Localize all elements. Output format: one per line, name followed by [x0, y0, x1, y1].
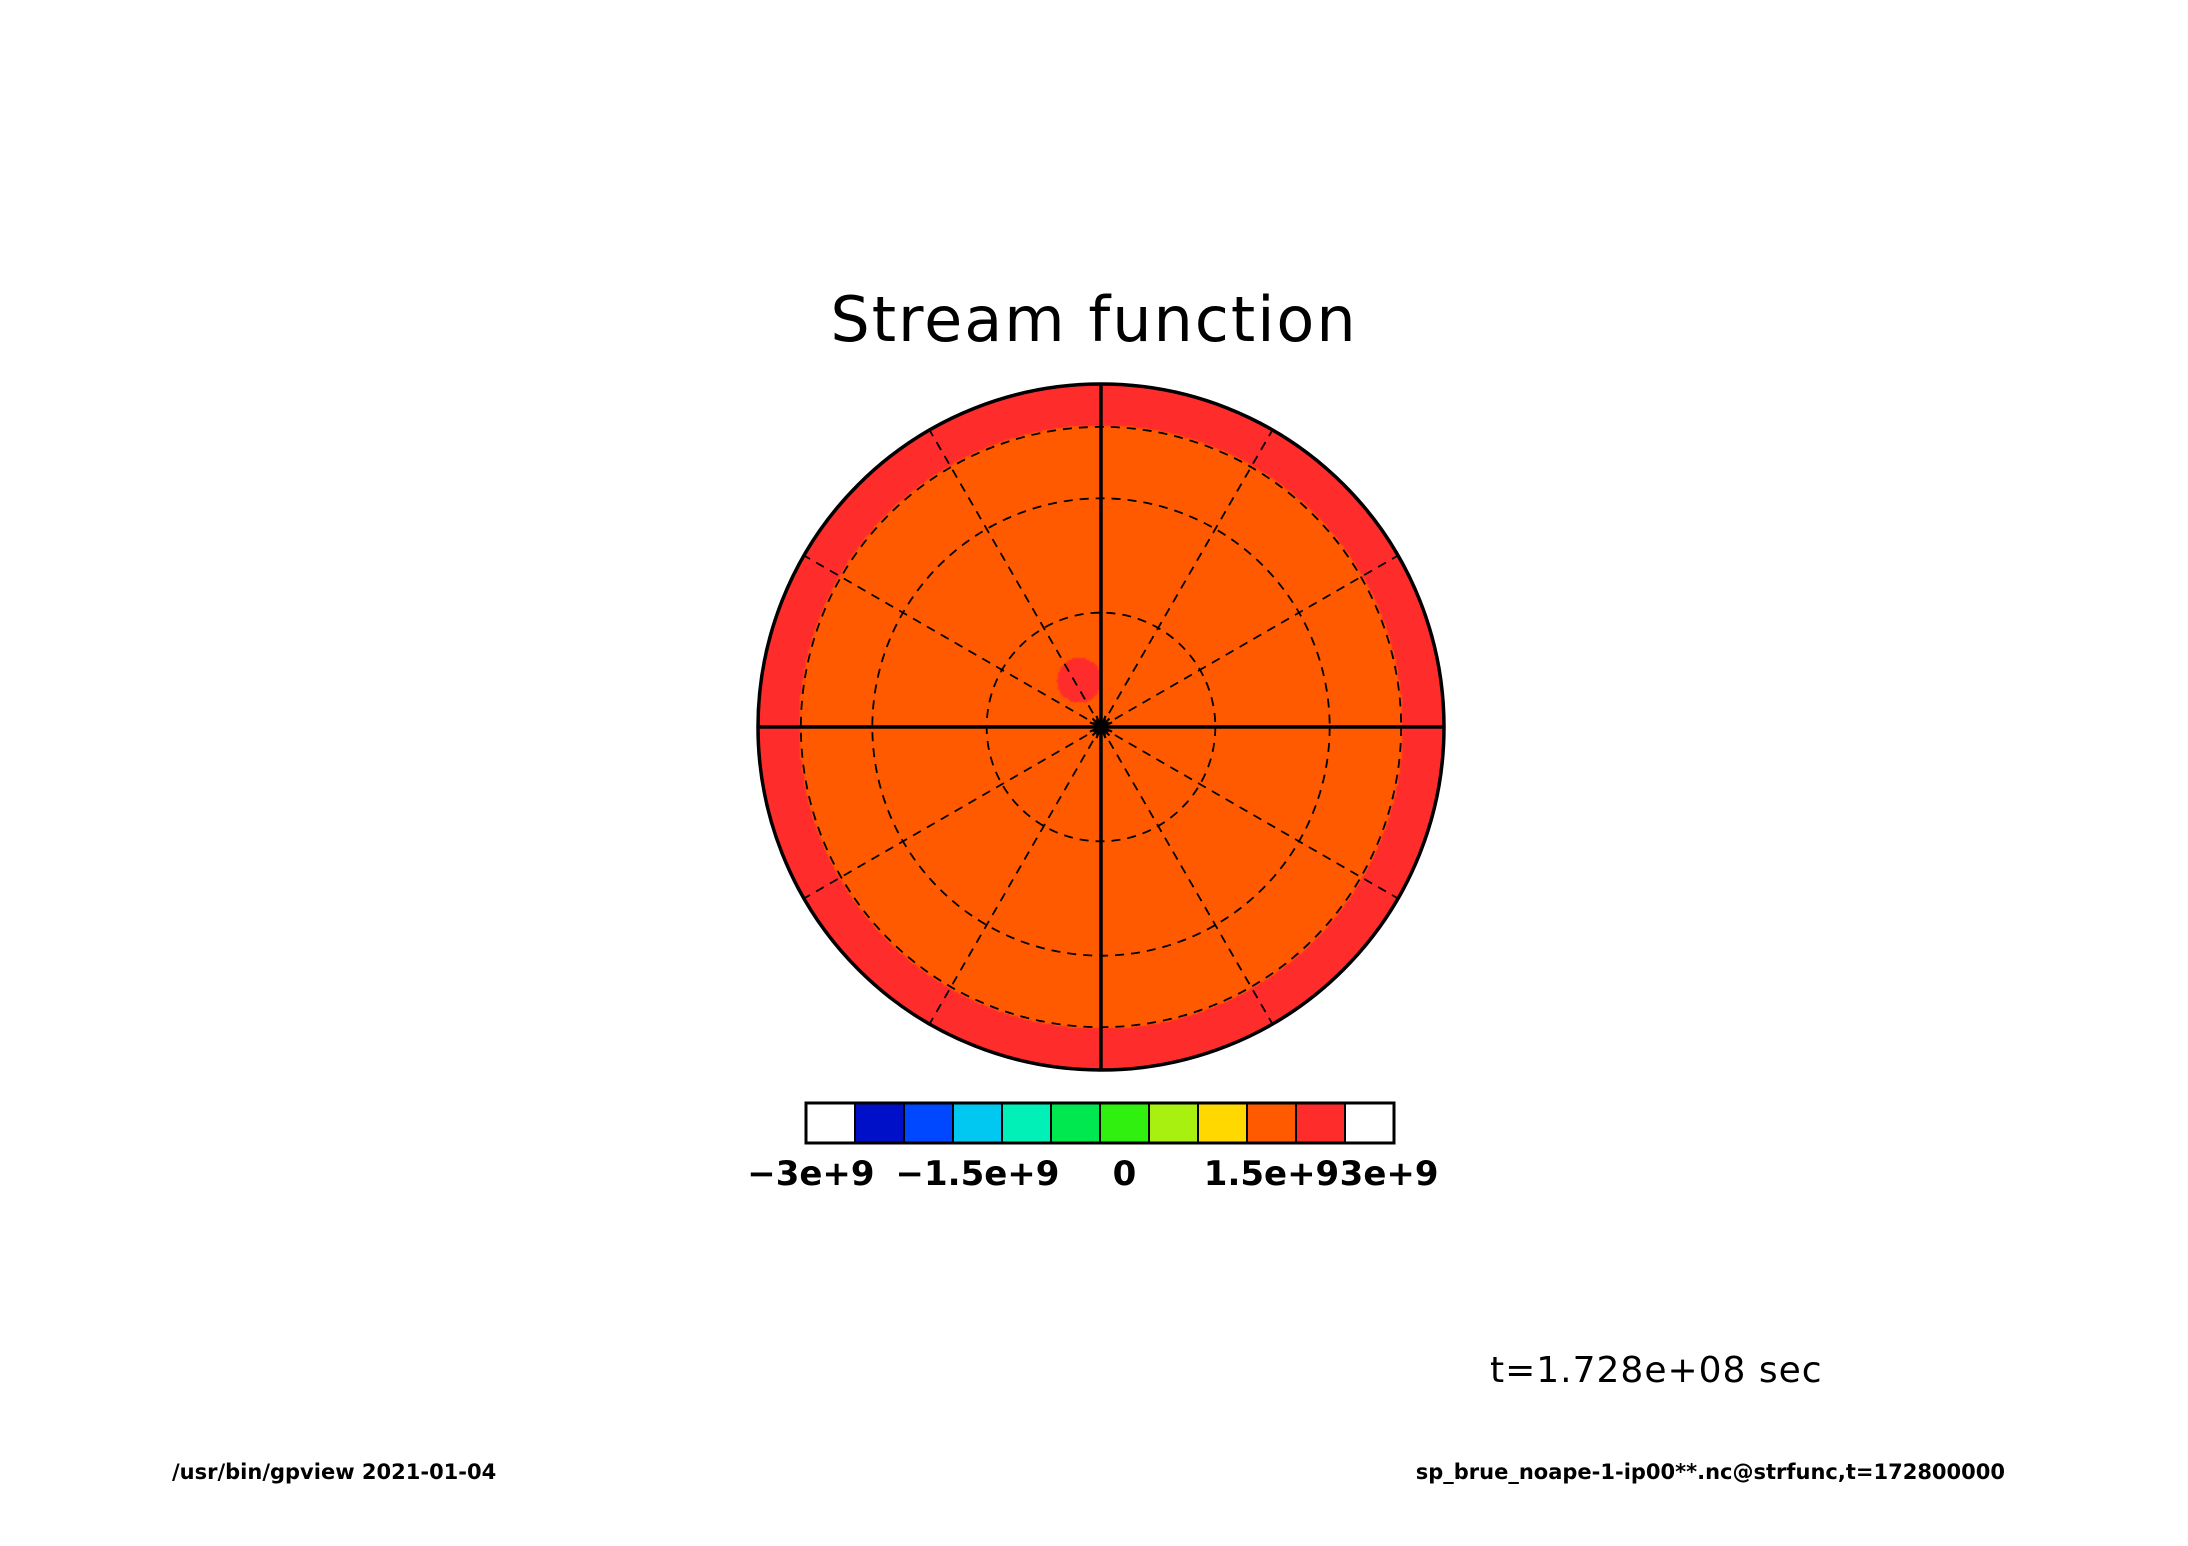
time-label: t=1.728e+08 sec — [1490, 1350, 1823, 1391]
colorbar: −3e+9 −1.5e+9 0 1.5e+9 3e+9 — [747, 1101, 1439, 1194]
footer-program-date: /usr/bin/gpview 2021-01-04 — [172, 1460, 497, 1484]
colorbar-tick-label: 0 — [1113, 1154, 1137, 1194]
colorbar-swatch — [952, 1102, 1003, 1144]
footer-source: sp_brue_noape-1-ip00**.nc@strfunc,t=1728… — [1415, 1460, 2005, 1484]
colorbar-tick-label: 1.5e+9 — [1204, 1154, 1339, 1194]
grid-lines — [758, 384, 1444, 1070]
colorbar-swatch — [1099, 1102, 1150, 1144]
colorbar-swatch — [1050, 1102, 1101, 1144]
colorbar-tick-label: 3e+9 — [1340, 1154, 1439, 1194]
colorbar-frame — [804, 1101, 1396, 1145]
polar-plot — [756, 382, 1446, 1072]
colorbar-swatch — [854, 1102, 905, 1144]
colorbar-swatch — [903, 1102, 954, 1144]
chart-title: Stream function — [830, 283, 1358, 356]
pole-marker — [1089, 721, 1113, 733]
plot-boundary — [756, 382, 1446, 1072]
colorbar-tick-label: −3e+9 — [747, 1154, 874, 1194]
colorbar-swatch — [805, 1102, 856, 1144]
colorbar-swatch — [1246, 1102, 1297, 1144]
colorbar-swatch — [1001, 1102, 1052, 1144]
colorbar-swatch — [1295, 1102, 1346, 1144]
colorbar-swatch — [1148, 1102, 1199, 1144]
colorbar-swatch — [1344, 1102, 1395, 1144]
colorbar-tick-label: −1.5e+9 — [896, 1154, 1060, 1194]
colorbar-swatch — [1197, 1102, 1248, 1144]
